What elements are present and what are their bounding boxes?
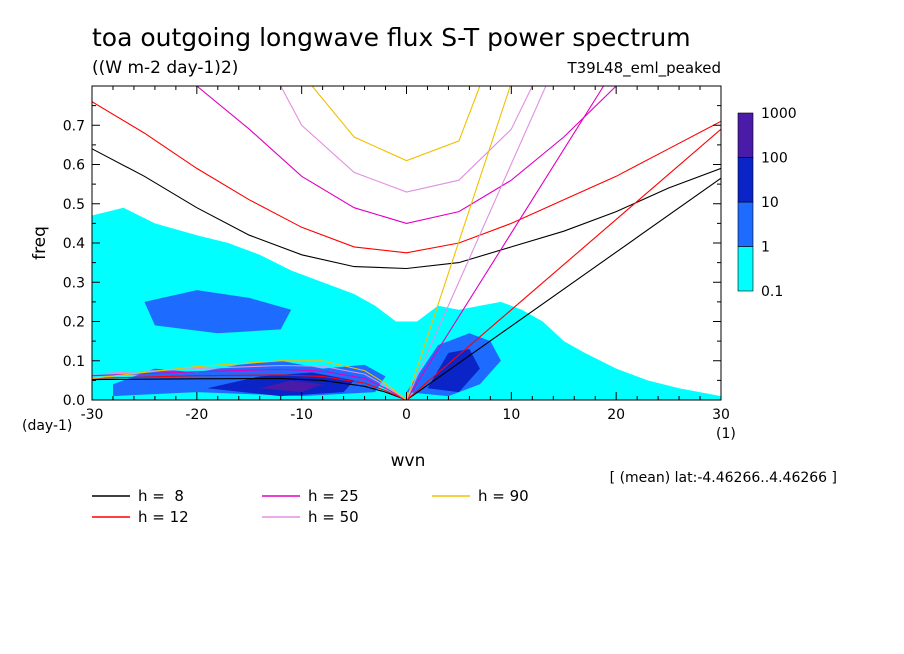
run-label: T39L48_eml_peaked <box>566 59 721 78</box>
y-tick-label: 0.6 <box>63 158 85 174</box>
power-regions <box>92 207 721 400</box>
colorbar-swatch <box>737 112 754 158</box>
colorbar-swatch <box>737 201 754 247</box>
x-tick-label: -30 <box>81 407 104 423</box>
colorbar-label: 100 <box>761 151 788 167</box>
x-tick-label: 30 <box>712 407 730 423</box>
y-tick-label: 0.2 <box>63 315 85 331</box>
y-tick-label: 0.5 <box>63 197 85 213</box>
x-tick-label: -10 <box>290 407 313 423</box>
curve-h25-kelvin <box>406 86 605 400</box>
colorbar: 0.1 1 10 100 1000 <box>737 106 797 300</box>
colorbar-swatch <box>737 246 754 292</box>
power-region-5 <box>427 349 480 393</box>
colorbar-label: 0.1 <box>761 284 783 300</box>
legend-label: h = 90 <box>478 487 529 505</box>
x-tick-label: 20 <box>607 407 625 423</box>
colorbar-label: 10 <box>761 195 779 211</box>
curve-h50-rossby <box>92 364 407 400</box>
colorbar-swatch <box>737 157 754 203</box>
curve-h25-rossby <box>92 368 407 400</box>
curve-h12-rossby <box>92 374 407 400</box>
y-axis-label: freq <box>30 226 50 260</box>
curve-h8-rossby <box>92 377 407 400</box>
y-tick-label: 0.4 <box>63 236 85 252</box>
curve-h90-rossby <box>92 360 407 400</box>
y-tick-label: 0.3 <box>63 275 85 291</box>
colorbar-label: 1000 <box>761 106 797 122</box>
legend-label: h = 12 <box>138 508 189 526</box>
curve-h12-kelvin <box>406 128 721 400</box>
curve-h25-ig <box>196 86 617 224</box>
curve-h8-ig <box>92 148 721 270</box>
curve-h50-ig <box>280 86 533 193</box>
y-tick-label: 0.7 <box>63 118 85 134</box>
y-unit-label: (day-1) <box>22 418 72 434</box>
curve-h90-kelvin <box>405 86 511 400</box>
x-axis-label: wvn <box>391 451 426 471</box>
legend-label: h = 8 <box>138 487 184 505</box>
dispersion-legend: h = 8 h = 12 h = 25 h = 50 h = 90 <box>92 487 529 526</box>
chart-title: toa outgoing longwave flux S-T power spe… <box>92 23 691 52</box>
y-ticks: 0.0 0.1 0.2 0.3 0.4 0.5 0.6 0.7 <box>63 105 721 409</box>
power-region-2 <box>144 290 292 334</box>
region-annotation: [ (mean) lat:-4.46266..4.46266 ] <box>610 470 837 486</box>
y-tick-label: 0.1 <box>63 354 85 370</box>
x-tick-label: 0 <box>402 407 411 423</box>
curve-h8-kelvin <box>406 177 721 400</box>
curve-h90-ig <box>311 86 481 162</box>
x-ticks: -30 -20 -10 0 10 20 30 <box>81 86 730 423</box>
curve-h50-kelvin <box>405 86 547 400</box>
power-region-0 <box>92 207 721 400</box>
legend-label: h = 50 <box>308 508 359 526</box>
dispersion-curves <box>92 86 721 400</box>
x-tick-label: -20 <box>185 407 208 423</box>
x-tick-label: 10 <box>502 407 520 423</box>
chart-subtitle: ((W m-2 day-1)2) <box>92 58 238 78</box>
x-unit-label: (1) <box>716 426 736 442</box>
y-tick-label: 0.0 <box>63 393 85 409</box>
legend-label: h = 25 <box>308 487 359 505</box>
colorbar-label: 1 <box>761 240 770 256</box>
curve-h12-ig <box>92 101 721 254</box>
power-region-6 <box>259 380 323 393</box>
